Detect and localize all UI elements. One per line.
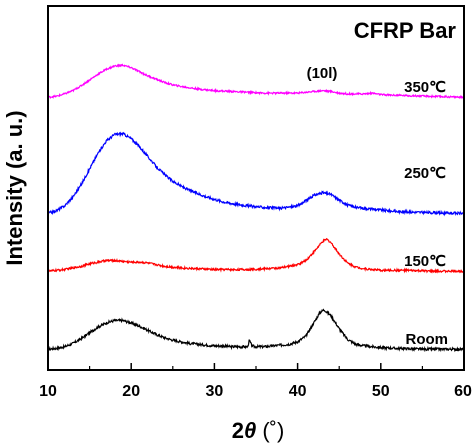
series-label-3: 350℃ xyxy=(404,79,446,96)
series-line-3 xyxy=(47,63,465,100)
series-label-2: 250℃ xyxy=(404,165,446,182)
curves-group xyxy=(47,63,465,353)
plot-frame xyxy=(47,5,465,371)
chart-title: CFRP Bar xyxy=(354,18,457,43)
series-line-1 xyxy=(47,237,464,274)
y-axis-label: Intensity (a. u.) xyxy=(2,110,27,265)
x-tick-label-1: 20 xyxy=(122,383,140,400)
series-label-1: 150℃ xyxy=(404,253,446,270)
series-line-0 xyxy=(47,308,465,353)
x-ticks-group: 10 20 30 40 50 60 xyxy=(39,363,472,400)
x-tick-label-0: 10 xyxy=(39,383,57,400)
x-tick-label-3: 40 xyxy=(289,383,307,400)
series-labels-group: Room 150℃ 250℃ 350℃ xyxy=(404,79,448,348)
x-tick-label-4: 50 xyxy=(372,383,390,400)
series-label-0: Room xyxy=(406,331,449,348)
x-tick-label-2: 30 xyxy=(206,383,224,400)
series-line-2 xyxy=(47,131,465,217)
x-tick-label-5: 60 xyxy=(454,383,472,400)
x-axis-label: 2θ (˚) xyxy=(232,418,285,443)
x-axis-label-prefix: 2 xyxy=(232,418,244,443)
x-axis-label-unit: (˚) xyxy=(256,418,284,443)
peak-annotation: (10l) xyxy=(307,65,338,82)
x-axis-label-symbol: θ xyxy=(244,418,256,443)
